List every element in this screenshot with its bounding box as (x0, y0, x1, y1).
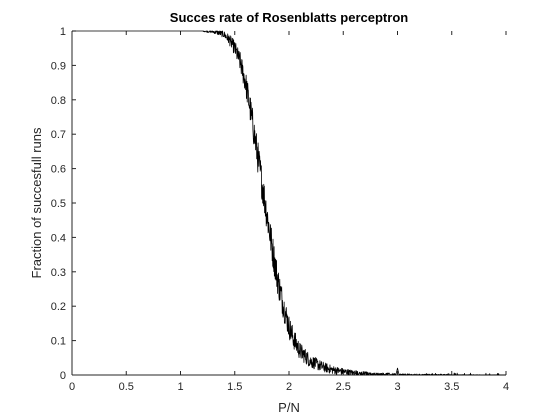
x-tick-label: 4 (503, 381, 509, 393)
x-tick-label: 3 (394, 381, 400, 393)
x-tick-label: 0.5 (119, 381, 134, 393)
x-tick-label: 2 (286, 381, 292, 393)
y-tick-label: 0.4 (51, 232, 66, 244)
y-tick-label: 1 (60, 26, 66, 38)
y-tick-label: 0.3 (51, 267, 66, 279)
y-tick-label: 0.2 (51, 301, 66, 313)
x-tick-label: 3.5 (444, 381, 459, 393)
y-tick-label: 0.1 (51, 336, 66, 348)
x-axis-label: P/N (278, 400, 300, 415)
y-tick-label: 0.5 (51, 198, 66, 210)
chart-title: Succes rate of Rosenblatts perceptron (170, 10, 408, 25)
x-tick-label: 1.5 (227, 381, 242, 393)
y-tick-label: 0.6 (51, 164, 66, 176)
y-tick-label: 0.9 (51, 60, 66, 72)
y-tick-label: 0.8 (51, 95, 66, 107)
y-tick-label: 0.7 (51, 129, 66, 141)
y-tick-label: 0 (60, 370, 66, 382)
x-tick-label: 0 (69, 381, 75, 393)
x-ticks: 0 0.5 1 1.5 2 2.5 3 3.5 4 (69, 31, 509, 393)
plot-area: 0 0.5 1 1.5 2 2.5 3 3.5 4 0 0.1 0.2 0.3 0.4 0.5 0.6 0.7… (51, 26, 509, 393)
y-ticks: 0 0.1 0.2 0.3 0.4 0.5 0.6 0.7 0.8 0.9 1 (51, 26, 76, 382)
series-line-0 (71, 30, 507, 376)
x-tick-label: 1 (177, 381, 183, 393)
series-layer (71, 30, 507, 376)
y-axis-label: Fraction of succesfull runs (29, 127, 44, 279)
x-tick-label: 2.5 (336, 381, 351, 393)
